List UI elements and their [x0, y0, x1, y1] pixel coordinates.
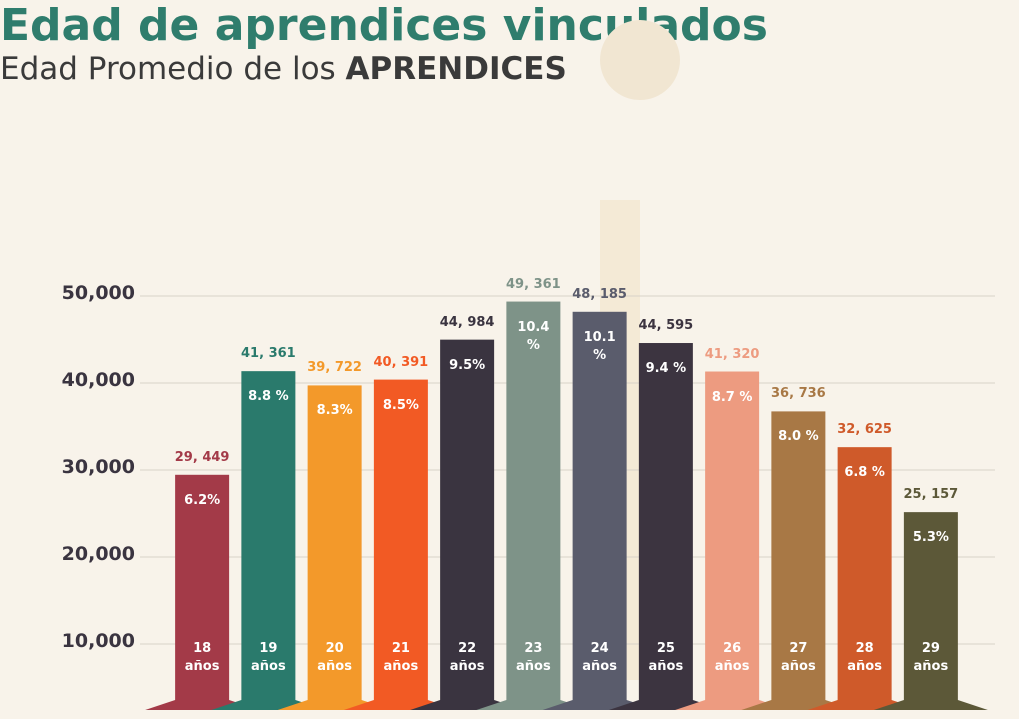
- value-label: 25, 157: [903, 487, 959, 503]
- value-label: 32, 625: [837, 422, 892, 438]
- chart-subtitle: Edad Promedio de los APRENDICES: [0, 51, 1019, 87]
- percent-label: 8.3%: [316, 403, 353, 419]
- x-tick-label: 29 años: [913, 641, 949, 674]
- value-label: 41, 320: [704, 346, 760, 362]
- value-label: 41, 361: [241, 346, 296, 362]
- percent-label: 8.8 %: [248, 389, 289, 405]
- percent-label: 9.5%: [449, 357, 486, 373]
- percent-label: 6.2%: [184, 492, 221, 508]
- value-label: 49, 361: [506, 276, 561, 292]
- x-tick-label: 19 años: [251, 641, 286, 674]
- decoration: [600, 20, 680, 100]
- value-label: 48, 185: [572, 286, 627, 302]
- bar: [837, 447, 892, 700]
- y-tick-label: 10,000: [61, 630, 135, 652]
- value-label: 39, 722: [307, 360, 362, 376]
- bar: [771, 411, 826, 700]
- y-tick-label: 40,000: [61, 369, 135, 391]
- bar: [440, 339, 495, 700]
- bar: [638, 343, 693, 700]
- x-tick-label: 22 años: [449, 641, 485, 674]
- value-label: 29, 449: [174, 449, 230, 465]
- x-tick-label: 26 años: [714, 641, 750, 674]
- percent-label: 8.0 %: [778, 429, 819, 445]
- bar: [903, 512, 958, 700]
- subtitle-text: Edad Promedio de los: [0, 51, 336, 87]
- percent-label: 8.7 %: [711, 389, 753, 405]
- value-label: 36, 736: [771, 386, 826, 402]
- percent-label: 10.1 %: [583, 329, 616, 363]
- value-label: 44, 984: [439, 314, 495, 330]
- x-tick-label: 25 años: [648, 641, 684, 674]
- y-tick-label: 20,000: [61, 543, 135, 565]
- percent-label: 8.5%: [382, 397, 419, 413]
- bar: [705, 371, 760, 700]
- y-tick-label: 30,000: [61, 456, 135, 478]
- percent-label: 9.4 %: [645, 361, 687, 377]
- percent-label: 6.8 %: [844, 465, 885, 481]
- bar: [175, 474, 230, 700]
- value-label: 44, 595: [638, 318, 694, 334]
- bar: [307, 385, 362, 700]
- x-tick-label: 27 años: [781, 641, 816, 674]
- bar: [373, 379, 428, 700]
- value-label: 40, 391: [373, 354, 429, 370]
- subtitle-emphasis: APRENDICES: [345, 51, 567, 87]
- bar: [572, 311, 627, 700]
- percent-label: 10.4 %: [517, 319, 550, 353]
- percent-label: 5.3%: [912, 530, 949, 546]
- x-tick-label: 23 años: [516, 641, 551, 674]
- bar-base: [873, 700, 988, 710]
- y-tick-label: 50,000: [61, 282, 135, 304]
- bar: [241, 371, 296, 700]
- x-tick-label: 28 años: [847, 641, 882, 674]
- x-tick-label: 18 años: [184, 641, 220, 674]
- x-tick-label: 21 años: [383, 641, 419, 674]
- x-tick-label: 20 años: [317, 641, 352, 674]
- x-tick-label: 24 años: [582, 641, 617, 674]
- bar: [506, 301, 561, 700]
